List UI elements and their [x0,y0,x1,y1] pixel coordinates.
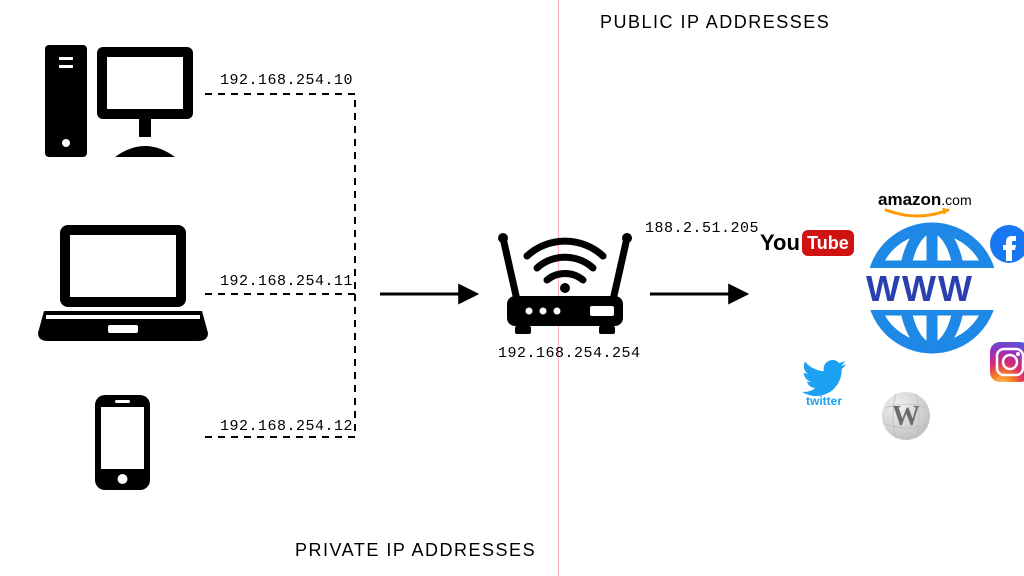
amazon-text: amazon [878,190,941,209]
amazon-logo: amazon.com [878,190,972,222]
twitter-logo: twitter [802,360,846,408]
router-public-ip-label: 188.2.51.205 [645,220,759,237]
router-private-ip-label: 192.168.254.254 [498,345,641,362]
www-label: WWW [866,268,974,310]
youtube-text-you: You [760,230,800,256]
youtube-logo: You Tube [760,230,854,256]
facebook-icon [990,225,1024,263]
instagram-icon [990,342,1024,382]
twitter-label: twitter [802,394,846,408]
router-icon [495,230,635,340]
amazon-suffix: .com [941,192,971,208]
wikipedia-icon: W [880,390,932,442]
youtube-text-tube: Tube [807,233,849,254]
